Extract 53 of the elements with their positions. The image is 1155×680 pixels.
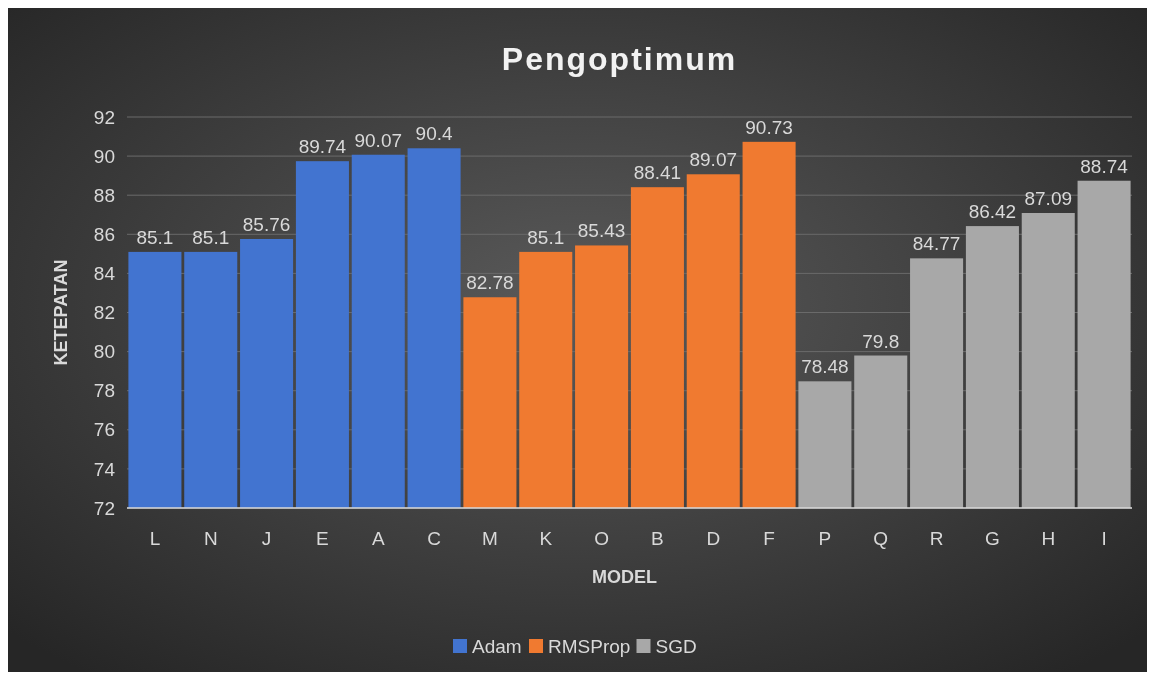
x-tick-label: P	[818, 528, 832, 549]
data-label: 90.4	[415, 123, 453, 145]
x-tick-label: B	[651, 528, 664, 549]
y-axis-title: KETEPATAN	[51, 259, 71, 366]
data-label: 87.09	[1024, 187, 1073, 209]
y-tick-label: 78	[93, 380, 115, 402]
y-tick-label: 76	[93, 419, 115, 441]
data-label: 86.42	[968, 201, 1017, 223]
x-tick-label: C	[427, 528, 441, 549]
data-label: 88.41	[633, 162, 682, 184]
x-tick-label: M	[482, 528, 498, 549]
y-tick-label: 72	[93, 497, 115, 519]
y-tick-label: 90	[93, 145, 115, 167]
data-label: 88.74	[1080, 155, 1129, 177]
x-tick-label: K	[539, 528, 553, 549]
data-label: 85.1	[136, 226, 174, 248]
x-tick-label: R	[929, 528, 944, 549]
x-tick-label: E	[316, 528, 329, 549]
y-tick-label: 80	[93, 341, 115, 363]
x-tick-label: F	[763, 528, 775, 549]
data-label: 84.77	[912, 233, 961, 255]
data-label: 78.48	[801, 356, 849, 378]
x-tick-label: L	[149, 528, 161, 549]
x-axis-title: MODEL	[592, 567, 657, 587]
y-tick-label: 74	[93, 458, 116, 480]
y-tick-label: 88	[93, 184, 115, 206]
data-label: 79.8	[862, 330, 900, 352]
legend-label: SGD	[655, 635, 697, 657]
data-label: 89.74	[298, 136, 347, 158]
legend-label: Adam	[472, 635, 522, 657]
y-tick-label: 86	[93, 223, 115, 245]
y-tick-label: 84	[93, 263, 116, 285]
data-label: 85.43	[577, 220, 626, 242]
x-tick-label: G	[985, 528, 1000, 549]
data-label: 89.07	[689, 149, 738, 171]
x-tick-label: D	[706, 528, 721, 549]
y-tick-label: 82	[93, 302, 115, 324]
x-tick-label: N	[203, 528, 218, 549]
data-label: 82.78	[466, 272, 514, 294]
x-tick-label: J	[261, 528, 272, 549]
x-tick-label: I	[1101, 528, 1107, 549]
x-tick-label: O	[594, 528, 609, 549]
chart-title: Pengoptimum	[501, 41, 738, 77]
legend-label: RMSProp	[548, 635, 631, 657]
data-label: 85.1	[527, 226, 565, 248]
x-tick-label: H	[1041, 528, 1056, 549]
x-tick-label: A	[371, 528, 385, 549]
data-label: 85.1	[192, 226, 230, 248]
x-tick-label: Q	[873, 528, 889, 549]
y-tick-label: 92	[93, 106, 115, 128]
data-label: 90.07	[354, 129, 403, 151]
data-label: 90.73	[745, 116, 793, 138]
data-label: 85.76	[242, 213, 291, 235]
